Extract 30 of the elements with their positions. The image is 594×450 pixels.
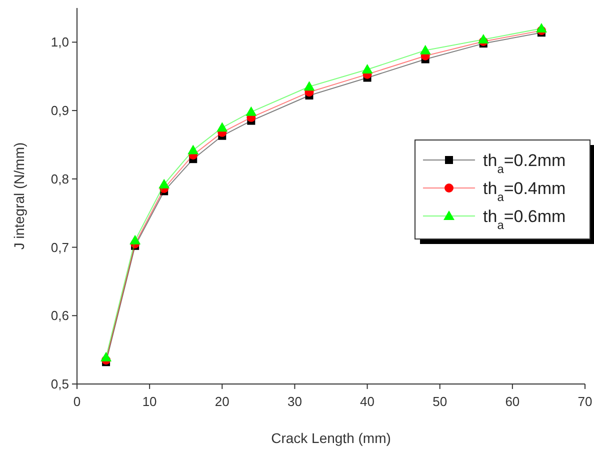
y-axis-title: J integral (N/mm) — [11, 142, 27, 250]
y-tick-label: 0,8 — [50, 171, 69, 186]
point — [100, 352, 112, 362]
point — [478, 34, 489, 44]
point — [188, 144, 199, 154]
point — [536, 23, 547, 33]
x-tick-label: 20 — [214, 394, 230, 409]
legend-label: th$_{a}$=0.4mm — [483, 179, 566, 204]
x-tick-label: 30 — [287, 394, 302, 409]
y-tick-label: 0,9 — [50, 103, 69, 118]
x-tick-label: 70 — [578, 394, 592, 409]
point — [420, 44, 431, 54]
legend-label: th$_{a}$=0.6mm — [483, 207, 566, 232]
point — [362, 64, 373, 74]
point — [246, 106, 257, 116]
y-tick-label: 0,7 — [50, 240, 69, 255]
x-tick-label: 60 — [505, 394, 520, 409]
point — [304, 81, 315, 91]
y-tick-label: 0,6 — [50, 308, 69, 324]
y-tick-label: 0,5 — [50, 376, 69, 392]
x-tick-label: 10 — [142, 394, 157, 409]
point — [158, 178, 170, 188]
point — [130, 234, 141, 244]
point — [216, 122, 228, 132]
y-tick-label: 1,0 — [50, 34, 69, 50]
legend-label: th$_{a}$=0.2mm — [483, 151, 566, 176]
x-tick-label: 40 — [360, 394, 375, 409]
x-tick-label: 50 — [432, 394, 448, 409]
x-axis-title: Crack Length (mm) — [271, 430, 391, 446]
x-tick-label: 0 — [73, 394, 81, 409]
